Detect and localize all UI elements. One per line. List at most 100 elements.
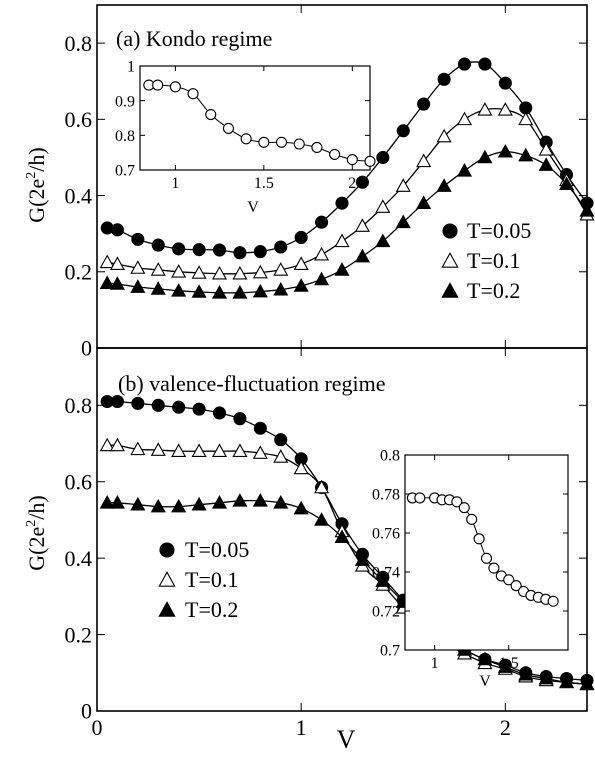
panel-a-ytick-label: 0 <box>81 336 92 361</box>
panel-b-inset-series-0-point <box>451 496 463 508</box>
panel-a-series-1-point <box>273 262 289 276</box>
panel-a-series-1-point <box>130 260 146 274</box>
panel-a-inset-frame <box>139 65 371 171</box>
panel-b-series-2-point <box>232 493 248 507</box>
panel-b-ytick-label: 0.8 <box>65 393 93 418</box>
panel-b-inset-ytick-label: 0.7 <box>380 643 400 660</box>
panel-b-series-0-point <box>172 400 186 414</box>
panel-a-inset-series-0-point <box>258 136 270 148</box>
panel-b-ytick-label: 0.6 <box>65 469 93 494</box>
panel-b-series-2-point <box>293 500 309 515</box>
panel-b-series-1-point <box>99 437 115 452</box>
panel-a-inset-series-0-point <box>311 141 323 154</box>
panel-b-legend-label: T=0.05 <box>185 537 249 562</box>
panel-a-inset-xtick-label: 1 <box>171 175 179 192</box>
panel-a-ytick-label: 0.2 <box>65 259 93 284</box>
panel-a-series-2-point <box>579 203 595 217</box>
panel-a-series-1-point <box>354 218 370 232</box>
panel-b-series-2-point <box>518 666 534 681</box>
panel-b-series-1-point <box>273 449 289 463</box>
panel-a-legend-marker <box>441 252 459 268</box>
panel-b-series-2-point <box>171 498 187 513</box>
panel-a-series-1-point <box>232 265 248 280</box>
panel-b-series-2-point <box>150 498 166 513</box>
panel-b-series-1-point <box>130 441 146 456</box>
panel-a-series-1-point <box>171 264 187 278</box>
panel-b-inset-frame <box>404 454 569 651</box>
panel-b-inset-series-0-point <box>473 533 485 545</box>
panel-b-inset-xtick-label: 1.5 <box>499 655 519 672</box>
panel-b-inset-series-0-point <box>458 502 470 514</box>
panel-a: 0 0.2 0.4 0.6 0.8 (a) Kondo regime T=0.05 T=0.1… <box>65 4 595 361</box>
panel-b-series-2-point <box>477 651 493 666</box>
panel-b-legend-label: T=0.1 <box>185 567 238 592</box>
panel-b-series-0-point <box>110 394 124 409</box>
panel-b-series-2-point <box>99 495 115 509</box>
panel-b-series-1-point <box>232 443 248 457</box>
panel-a-series-2-point <box>109 276 125 290</box>
panel-b-series-0-point <box>131 396 145 410</box>
panel-a-series-1-point <box>314 246 330 261</box>
panel-b-ytick-label: 0 <box>81 699 92 724</box>
panel-b-xtick-label: 2 <box>500 715 511 740</box>
panel-b-inset-series-0-point <box>547 595 559 607</box>
panel-a-ytick-label: 0.8 <box>65 31 93 56</box>
panel-a-series-2-point <box>314 271 330 286</box>
panel-a-series-2-point <box>273 281 289 296</box>
panel-a-series-2-point <box>559 176 575 190</box>
panel-b-inset-background <box>405 455 568 650</box>
panel-b-inset-ytick-label: 0.78 <box>372 487 400 504</box>
panel-b-series-2-point <box>538 670 554 685</box>
panel-b-series-2-point <box>314 512 330 526</box>
panel-b-series-2-point <box>559 674 575 689</box>
panel-b-inset-series-0-point <box>503 574 515 586</box>
panel-b-xtick-label: 1 <box>296 715 307 740</box>
panel-a-series-1-point <box>456 111 473 126</box>
panel-a-series-2-point <box>436 178 452 192</box>
panel-a-series-1-point <box>334 233 350 248</box>
panel-b-inset-series-0-point <box>480 552 493 564</box>
panel-b-series-1-point <box>211 443 228 457</box>
panel-b-series-2-point <box>109 495 125 509</box>
panel-a-series-2-point <box>334 262 350 276</box>
panel-a-inset-ytick-label: 1 <box>127 59 135 76</box>
panel-b-series-1-point <box>171 443 187 457</box>
panel-a-inset-series-0-point <box>364 155 376 167</box>
panel-a-series-0-point <box>417 97 431 111</box>
panel-b-series-1-point <box>191 443 207 457</box>
panel-a-inset: 0.7 0.8 0.9 1 1 1.5 2 V <box>115 59 376 216</box>
panel-a-ytick-label: 0.4 <box>65 183 93 208</box>
panel-b-series-2-point <box>497 659 513 673</box>
panel-b-inset-ytick-label: 0.8 <box>380 448 400 465</box>
panel-a-inset-series-0-point <box>293 138 305 150</box>
panel-b-ytick-label: 0.4 <box>65 546 93 571</box>
panel-a-series-0-point <box>110 223 124 237</box>
panel-b-series-2-point <box>375 573 391 587</box>
x-axis-label: V <box>337 725 356 754</box>
panel-a-series-1-point <box>436 128 452 143</box>
panel-a-inset-ytick-label: 0.8 <box>115 128 135 145</box>
y-axis-label-b: G(2e2/h) <box>24 495 49 570</box>
panel-a-legend-marker <box>441 282 459 298</box>
panel-b-inset-ytick-label: 0.72 <box>372 604 400 621</box>
panel-b-frame <box>96 347 588 712</box>
panel-a-series-0-point <box>212 243 227 257</box>
panel-a-inset-series-0-point <box>169 81 181 93</box>
panel-b-series-0-point <box>253 421 267 435</box>
panel-a-series-0-point <box>396 124 410 138</box>
panel-a-series-1-point <box>375 199 391 213</box>
panel-a-series-2-point <box>456 163 473 177</box>
panel-a-series-0-point <box>131 232 145 246</box>
panel-b-series-0-point <box>192 402 206 416</box>
panel-a-series-0-point <box>253 245 267 259</box>
panel-a-inset-ytick-label: 0.7 <box>115 163 135 180</box>
panel-a-series-0-point <box>457 57 472 71</box>
panel-b-series-0-point <box>274 433 288 447</box>
panel-a-inset-series-0-point <box>346 154 358 166</box>
panel-a-series-1-point <box>518 111 534 126</box>
panel-a-series-1-point <box>497 102 513 116</box>
panel-b-inset: 0.7 0.72 0.74 0.76 0.78 0.8 1 1.5 V <box>372 448 569 690</box>
panel-a-inset-series-0-point <box>275 136 288 148</box>
panel-a-series-0-point <box>294 230 308 245</box>
panel-b-inset-ytick-label: 0.74 <box>372 565 400 582</box>
